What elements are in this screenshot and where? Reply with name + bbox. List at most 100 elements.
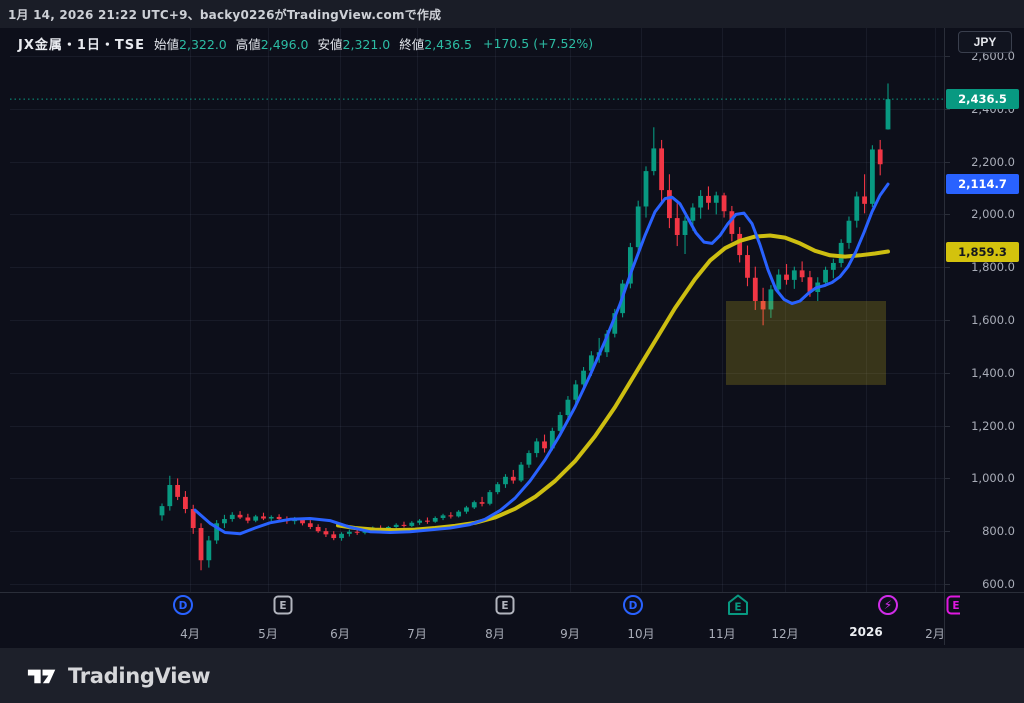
price-tick-label: 1,400.0 (971, 365, 1015, 380)
price-axis[interactable]: 2,600.02,400.02,200.02,000.01,800.01,600… (945, 28, 1024, 592)
earnings-marker-clipped-icon: E (946, 595, 960, 615)
candle-body (487, 492, 493, 504)
earnings-marker-glyph: E (279, 600, 286, 612)
candle-body (698, 195, 704, 208)
earnings-marker-clipped-glyph: E (952, 600, 959, 612)
earnings-marker-shape (273, 595, 293, 615)
candle-body (206, 540, 212, 561)
lightning-marker[interactable]: ⚡ (877, 594, 899, 616)
candle-body (190, 509, 196, 529)
attribution-text: 1月 14, 2026 21:22 UTC+9、backy0226がTradin… (8, 7, 442, 22)
price-tick-label: 600.0 (982, 577, 1015, 591)
candle-body (651, 148, 657, 172)
candle-body (737, 233, 743, 256)
dividend-marker-shape (623, 595, 643, 615)
candle-body (495, 484, 501, 493)
candle-body (503, 476, 508, 485)
candle-body (245, 517, 251, 521)
candle-body (565, 399, 571, 416)
candle-body (682, 220, 688, 235)
candle-body (659, 148, 665, 191)
legend-open: 始値 2,322.0 (154, 36, 227, 52)
candle-body (456, 511, 462, 517)
candle-body (237, 514, 243, 518)
candle-body (510, 476, 516, 481)
earnings-marker-icon: E (273, 595, 293, 615)
candle-body (448, 515, 454, 517)
symbol-legend[interactable]: JX金属・1日・TSE 始値 2,322.0 高値 2,496.0 安値 2,321.… (18, 33, 593, 53)
earnings-marker[interactable]: E (494, 594, 516, 616)
candle-body (518, 464, 524, 481)
candle-body (612, 313, 618, 334)
dividend-marker-glyph: D (629, 600, 638, 612)
candle-body (823, 269, 828, 283)
earnings-marker[interactable]: E (272, 594, 294, 616)
legend-change: +170.5 (+7.52%) (482, 35, 594, 51)
candle-body (417, 520, 423, 523)
lightning-marker-icon: ⚡ (878, 595, 898, 615)
candle-body (713, 195, 719, 203)
candle-body (315, 526, 321, 532)
tradingview-logo-link[interactable]: TradingView (27, 664, 210, 688)
price-tick-label: 2,000.0 (971, 207, 1015, 222)
candle-body (885, 99, 891, 130)
footer-bar: TradingView (0, 648, 1024, 703)
earnings-marker-clipped-shape (946, 595, 960, 615)
dividend-marker[interactable]: D (622, 594, 644, 616)
candle-body (339, 533, 344, 539)
candle-body (214, 523, 220, 541)
month-label: 11月 (708, 627, 736, 641)
candle-body (393, 524, 399, 527)
candle-body (346, 531, 352, 534)
grid-layer (10, 28, 944, 592)
last-price-badge: 2,436.5 (946, 89, 1019, 110)
chart-pane[interactable] (0, 0, 1024, 648)
candle-body (425, 520, 430, 522)
candle-body (253, 516, 259, 521)
candle-body (799, 270, 805, 278)
candle-body (721, 195, 727, 212)
attribution-bar: 1月 14, 2026 21:22 UTC+9、backy0226がTradin… (0, 0, 1024, 28)
candle-body (776, 274, 782, 290)
candle-body (706, 195, 711, 203)
earnings-marker-icon: E (495, 595, 515, 615)
candle-body (354, 531, 360, 533)
earnings-upcoming-marker[interactable]: E (727, 594, 749, 616)
candle-body (581, 370, 586, 385)
lightning-marker-glyph: ⚡ (884, 598, 892, 612)
candle-body (159, 506, 165, 516)
candle-body (846, 220, 852, 243)
dividend-marker[interactable]: D (172, 594, 194, 616)
candle-body (542, 441, 547, 449)
candle-body (307, 523, 313, 527)
candle-body (300, 519, 305, 524)
candle-body (674, 218, 680, 235)
month-label: 9月 (560, 627, 580, 641)
month-label: 7月 (407, 627, 427, 641)
legend-low: 安値 2,321.0 (317, 36, 391, 52)
time-axis[interactable]: 4月 5月 6月 7月 8月 9月 10月 11月 12月 2026 2月 D E E D E ⚡ E (0, 592, 1024, 648)
month-label: 10月 (627, 627, 655, 641)
month-label: 4月 (180, 627, 200, 641)
earnings-marker-shape (495, 595, 515, 615)
ma-fast-price-badge: 2,114.7 (946, 174, 1019, 195)
drawing-rectangle[interactable] (726, 300, 886, 385)
earnings-upcoming-marker-glyph: E (734, 602, 741, 614)
candle-body (276, 516, 282, 520)
month-label: 2026 (849, 625, 883, 639)
currency-button[interactable]: JPY (958, 31, 1012, 53)
earnings-marker-clipped[interactable]: E (945, 594, 960, 616)
candle-body (854, 196, 860, 221)
candle-body (331, 534, 337, 539)
candle-body (464, 507, 469, 512)
candle-body (183, 496, 188, 510)
candle-body (862, 196, 867, 204)
candle-body (760, 300, 766, 310)
earnings-upcoming-marker-icon: E (728, 594, 748, 615)
symbol-title: JX金属・1日・TSE (18, 37, 146, 53)
price-tick-label: 1,800.0 (971, 260, 1015, 275)
candle-body (167, 485, 173, 507)
candle-body (752, 277, 758, 301)
price-tick-label: 1,200.0 (971, 418, 1015, 433)
